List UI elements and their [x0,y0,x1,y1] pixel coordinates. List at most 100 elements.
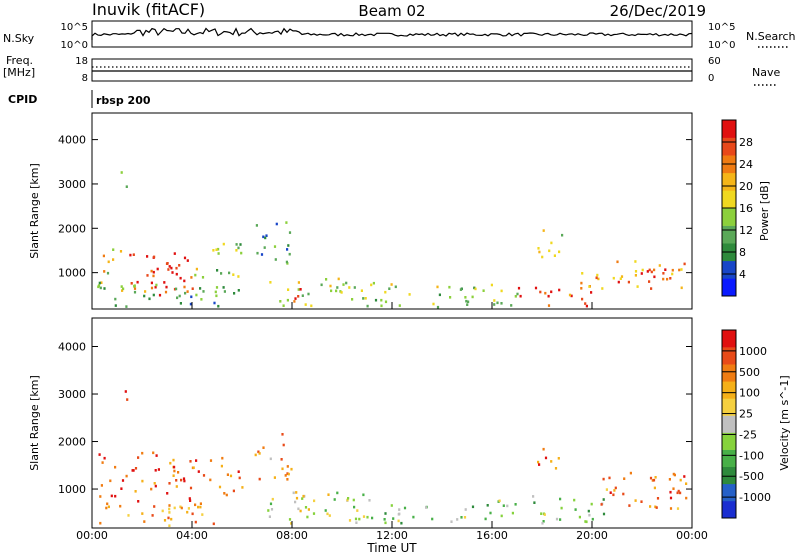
colorbar-tick-label-1-3: 25 [739,408,753,421]
range-gate-cell-0-33 [183,279,186,283]
range-gate-cell-1-217 [613,489,616,492]
range-gate-cell-1-187 [585,520,588,524]
range-gate-cell-1-153 [384,521,387,525]
range-gate-cell-1-240 [258,477,261,481]
range-gate-cell-1-126 [304,506,308,509]
range-gate-cell-0-50 [165,262,169,265]
range-gate-cell-1-210 [679,478,682,482]
range-gate-cell-1-152 [403,506,407,510]
range-gate-cell-1-212 [649,476,653,480]
range-gate-cell-0-208 [678,268,681,272]
range-gate-cell-0-91 [125,305,128,308]
range-gate-cell-1-1 [189,460,192,463]
range-gate-cell-0-89 [215,294,218,298]
range-gate-cell-1-227 [656,497,660,500]
range-gate-cell-0-135 [297,295,300,298]
range-gate-cell-1-97 [352,498,355,502]
range-gate-cell-0-243 [288,252,291,256]
range-gate-cell-1-234 [677,489,680,493]
range-gate-cell-1-106 [270,508,274,511]
site-title: Inuvik (fitACF) [92,0,205,19]
range-gate-cell-1-216 [652,478,656,482]
range-gate-cell-1-14 [169,461,172,465]
range-gate-cell-1-237 [273,476,276,479]
range-gate-cell-0-99 [233,292,236,295]
range-gate-cell-1-87 [141,512,144,515]
range-gate-cell-1-123 [348,519,352,522]
range-gate-cell-0-27 [146,255,149,258]
range-gate-cell-1-73 [191,512,194,516]
range-gate-cell-0-254 [285,260,288,264]
range-gate-cell-0-64 [194,273,197,277]
range-gate-cell-1-86 [163,519,167,522]
time-tick-label-4: 16:00 [476,529,508,542]
range-gate-cell-0-45 [175,272,178,276]
freq-tick-bottom: 8 [82,73,88,84]
range-gate-cell-0-30 [129,253,132,257]
range-gate-cell-0-72 [114,304,117,307]
range-gate-cell-0-237 [650,270,653,274]
range-gate-cell-1-235 [640,500,643,503]
range-gate-cell-0-184 [517,286,521,290]
range-gate-cell-1-90 [173,506,176,510]
range-gate-cell-1-43 [155,454,158,457]
colorbar-swatch-1-10 [722,330,736,348]
range-gate-cell-0-216 [662,277,665,281]
range-gate-cell-0-103 [223,290,226,293]
range-gate-cell-0-140 [493,303,496,306]
range-gate-cell-1-184 [555,517,559,521]
nave-label: Nave [752,66,780,79]
range-gate-cell-0-87 [200,298,203,301]
colorbar-tick-label-0-0: 4 [739,268,746,281]
range-gate-cell-1-219 [679,491,682,495]
velocity-heatmap [98,390,688,527]
range-gate-cell-0-239 [287,244,290,247]
range-gate-cell-0-122 [336,286,339,289]
range-gate-cell-0-127 [364,297,367,300]
nsky-tick-top: 10^5 [61,22,88,33]
range-gate-cell-1-66 [218,485,222,489]
freq-unit: [MHz] [3,66,35,79]
range-gate-cell-1-163 [398,508,401,511]
time-tick-label-3: 12:00 [376,529,408,542]
range-gate-cell-1-17 [202,474,206,477]
range-gate-cell-0-76 [103,287,106,290]
range-gate-cell-1-241 [254,453,257,457]
range-gate-cell-0-145 [510,304,513,307]
range-gate-cell-1-70 [197,505,200,509]
range-gate-cell-0-176 [590,291,593,294]
nsearch-tick-top: 10^5 [708,22,735,33]
range-gate-cell-1-199 [623,477,626,480]
range-gate-cell-0-16 [144,290,147,293]
range-gate-cell-0-73 [148,297,151,301]
range-gate-cell-0-210 [620,275,624,278]
range-gate-cell-0-15 [191,287,194,290]
colorbar-swatch-0-9 [722,120,736,138]
range-gate-cell-0-8 [107,260,110,264]
range-gate-cell-0-32 [153,255,156,259]
y-tick-label-0-3: 4000 [58,134,86,147]
range-gate-cell-1-55 [110,494,113,498]
range-gate-cell-0-112 [353,286,356,289]
range-gate-cell-1-68 [241,486,244,489]
range-gate-cell-1-149 [371,516,374,520]
range-gate-cell-1-72 [186,510,189,514]
range-gate-cell-0-222 [671,268,674,272]
range-gate-cell-1-57 [229,474,233,478]
colorbar-swatch-1-9 [722,347,736,365]
range-gate-cell-0-13 [133,287,137,290]
range-gate-cell-0-41 [175,266,178,270]
range-gate-cell-0-24 [183,256,187,260]
power-y-axis: 1000 2000 3000 4000 [58,134,692,280]
range-gate-cell-1-5 [197,470,200,473]
range-gate-cell-0-46 [170,266,173,270]
range-gate-cell-0-63 [216,269,219,272]
range-gate-cell-0-70 [202,290,205,293]
range-gate-cell-1-46 [189,499,192,502]
range-gate-cell-1-38 [168,504,171,507]
range-gate-cell-0-138 [464,296,467,299]
range-gate-cell-0-181 [568,293,572,297]
range-gate-cell-0-193 [541,255,544,259]
range-gate-cell-1-137 [368,499,371,502]
range-gate-cell-0-250 [263,246,266,249]
